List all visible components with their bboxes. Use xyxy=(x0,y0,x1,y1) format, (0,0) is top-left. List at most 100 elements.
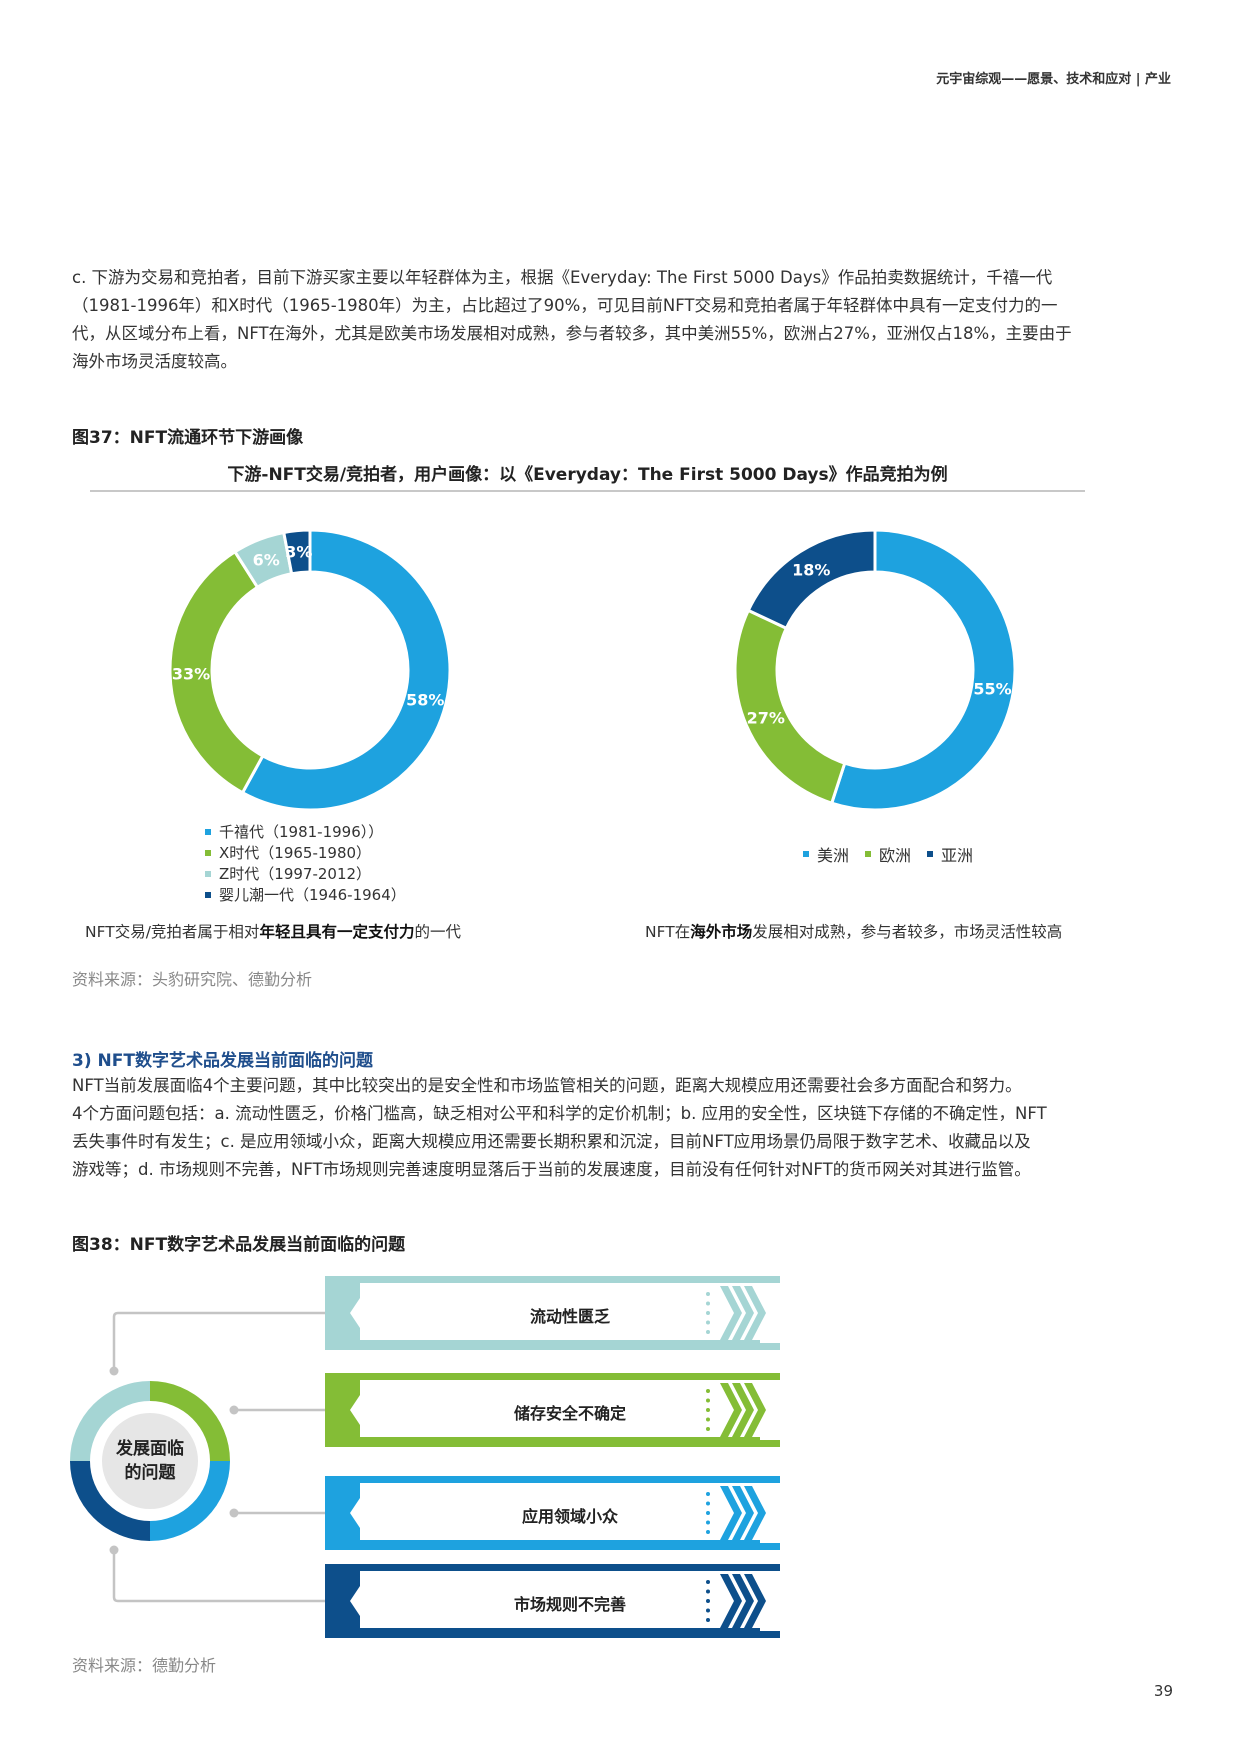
ring-segment xyxy=(70,1381,150,1461)
legend-swatch xyxy=(205,828,211,835)
chevron-icon xyxy=(744,1486,766,1540)
issue-bar-dot xyxy=(706,1580,710,1584)
issue-bar-dot xyxy=(706,1589,710,1594)
issue-bar-dot xyxy=(706,1330,710,1334)
chevron-icon xyxy=(720,1574,742,1628)
caption-bold: 年轻且具有一定支付力 xyxy=(259,923,415,941)
generation-caption: NFT交易/竞拍者属于相对年轻且具有一定支付力的一代 xyxy=(85,920,461,942)
connector-line xyxy=(112,1553,325,1603)
caption-text: 的一代 xyxy=(414,923,461,941)
caption-text: NFT在 xyxy=(645,923,691,941)
issue-bar-dot xyxy=(706,1530,710,1534)
issue-bar-dot xyxy=(706,1389,710,1393)
connector-dot xyxy=(229,1508,239,1518)
donut-slice xyxy=(240,528,452,812)
issue-bars xyxy=(325,1276,780,1638)
issue-label-niche: 应用领域小众 xyxy=(521,1507,618,1526)
issue-bar-dot xyxy=(706,1492,710,1496)
legend-swatch xyxy=(803,851,809,857)
generation-donut-chart: 58% 33% 6% 3% xyxy=(168,528,452,812)
chevron-icon xyxy=(720,1486,742,1540)
issue-bar xyxy=(325,1276,780,1350)
donut-slice xyxy=(746,528,877,631)
connector-dot xyxy=(229,1405,239,1415)
section-heading: 3) NFT数字艺术品发展当前面临的问题 xyxy=(72,1051,373,1071)
legend-swatch xyxy=(205,891,211,898)
legend-label: 欧洲 xyxy=(879,846,912,865)
intro-paragraph: c. 下游为交易和竞拍者，目前下游买家主要以年轻群体为主，根据《Everyday… xyxy=(72,264,1172,376)
issue-bar-dot xyxy=(706,1417,710,1422)
chevron-icon xyxy=(720,1286,742,1340)
connector-dots xyxy=(109,1366,239,1555)
chevron-icon xyxy=(732,1574,754,1628)
issue-label-liquidity: 流动性匮乏 xyxy=(529,1307,610,1326)
page-number: 39 xyxy=(1153,1682,1173,1700)
issue-bar-dot xyxy=(706,1320,710,1325)
caption-bold: 海外市场 xyxy=(690,923,753,941)
intro-line: c. 下游为交易和竞拍者，目前下游买家主要以年轻群体为主，根据《Everyday… xyxy=(72,268,1053,287)
ring-segment xyxy=(70,1461,150,1541)
issue-bar-panel xyxy=(360,1571,760,1631)
legend-item: 欧洲 xyxy=(865,843,911,865)
donut-slice xyxy=(282,528,312,576)
legend-item: 千禧代（1981-1996）） xyxy=(205,821,406,842)
issue-bar-dot xyxy=(706,1292,710,1296)
issue-bar-panel xyxy=(360,1380,760,1440)
legend-swatch xyxy=(205,870,211,877)
intro-line: 海外市场灵活度较高。 xyxy=(72,352,237,371)
heading-divider xyxy=(90,490,1085,492)
ring-segment xyxy=(150,1381,230,1461)
section3-line: 丢失事件时有发生；c. 是应用领域小众，距离大规模应用还需要长期积累和沉淀，目前… xyxy=(72,1132,1031,1151)
donut-slice xyxy=(733,608,847,806)
legend-swatch xyxy=(865,851,872,857)
issue-bar xyxy=(325,1373,780,1447)
issue-bar xyxy=(325,1476,780,1550)
issue-bar-panel xyxy=(360,1483,760,1543)
chevron-icon xyxy=(720,1383,742,1437)
legend-label: 亚洲 xyxy=(941,846,974,865)
legend-item: Z时代（1997-2012） xyxy=(205,863,406,884)
donut-slice-label: 33% xyxy=(172,665,210,684)
connector-line xyxy=(112,1311,325,1367)
issues-ring xyxy=(70,1381,230,1541)
chevron-icon xyxy=(744,1574,766,1628)
center-label-line: 的问题 xyxy=(124,1463,176,1483)
issue-bar-dot xyxy=(706,1427,710,1431)
issue-bar xyxy=(325,1564,780,1638)
section3-line: NFT当前发展面临4个主要问题，其中比较突出的是安全性和市场监管相关的问题，距离… xyxy=(72,1076,1022,1095)
donut-slice xyxy=(168,549,265,795)
intro-line: （1981-1996年）和X时代（1965-1980年）为主，占比超过了90%，… xyxy=(72,296,1058,315)
legend-label: 美洲 xyxy=(817,846,850,865)
donut-slice-label: 27% xyxy=(747,708,785,727)
donut-slice-label: 6% xyxy=(253,550,280,569)
connector-lines xyxy=(112,1311,325,1603)
issue-bar-dot xyxy=(706,1511,710,1515)
chevron-icon xyxy=(744,1286,766,1340)
generation-legend: 千禧代（1981-1996）） X时代（1965-1980） Z时代（1997-… xyxy=(205,821,406,905)
legend-label: 婴儿潮一代（1946-1964） xyxy=(219,886,406,904)
legend-label: 千禧代（1981-1996）） xyxy=(219,823,384,841)
legend-item: 美洲 xyxy=(803,843,849,865)
center-label-line: 发展面临 xyxy=(116,1439,184,1459)
legend-label: X时代（1965-1980） xyxy=(219,844,372,862)
connector-dot xyxy=(109,1545,119,1555)
figure37-source: 资料来源：头豹研究院、德勤分析 xyxy=(72,970,313,989)
issue-label-storage: 储存安全不确定 xyxy=(513,1404,626,1423)
center-label: 发展面临 的问题 xyxy=(110,1437,190,1485)
figure38-source: 资料来源：德勤分析 xyxy=(72,1656,217,1675)
chevron-icon xyxy=(732,1286,754,1340)
legend-swatch xyxy=(927,851,934,857)
issue-bar-dot xyxy=(706,1618,710,1622)
issue-bar-rule xyxy=(360,1628,760,1631)
issue-bar-dot xyxy=(706,1520,710,1525)
caption-text: NFT交易/竞拍者属于相对 xyxy=(85,923,260,941)
issue-bar-dot xyxy=(706,1311,710,1315)
legend-item: X时代（1965-1980） xyxy=(205,842,406,863)
issue-bar-rule xyxy=(360,1437,760,1440)
donut-slice-label: 55% xyxy=(973,680,1011,699)
issue-bar-dot xyxy=(706,1301,710,1306)
issue-bar-rule xyxy=(360,1540,760,1543)
issue-bar-dot xyxy=(706,1599,710,1603)
figure37-title: 图37：NFT流通环节下游画像 xyxy=(72,428,304,448)
issue-bar-dot xyxy=(706,1398,710,1403)
